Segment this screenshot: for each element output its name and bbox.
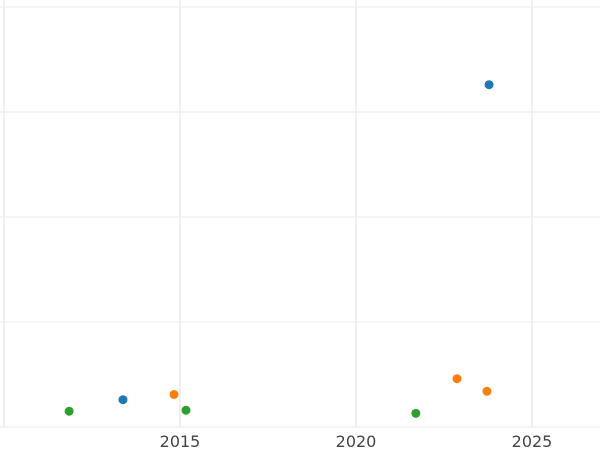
x-tick-label: 2015 bbox=[160, 432, 201, 450]
data-point bbox=[482, 386, 492, 396]
data-point bbox=[64, 406, 74, 416]
data-point bbox=[452, 374, 462, 384]
data-point bbox=[411, 408, 421, 418]
data-point bbox=[484, 80, 494, 90]
data-points bbox=[64, 80, 494, 418]
data-point bbox=[181, 405, 191, 415]
data-point bbox=[118, 395, 128, 405]
data-point bbox=[169, 389, 179, 399]
x-tick-label: 2025 bbox=[512, 432, 553, 450]
x-tick-label: 2020 bbox=[336, 432, 377, 450]
x-axis: 2015 2020 2025 bbox=[160, 432, 553, 450]
grid bbox=[0, 0, 600, 428]
